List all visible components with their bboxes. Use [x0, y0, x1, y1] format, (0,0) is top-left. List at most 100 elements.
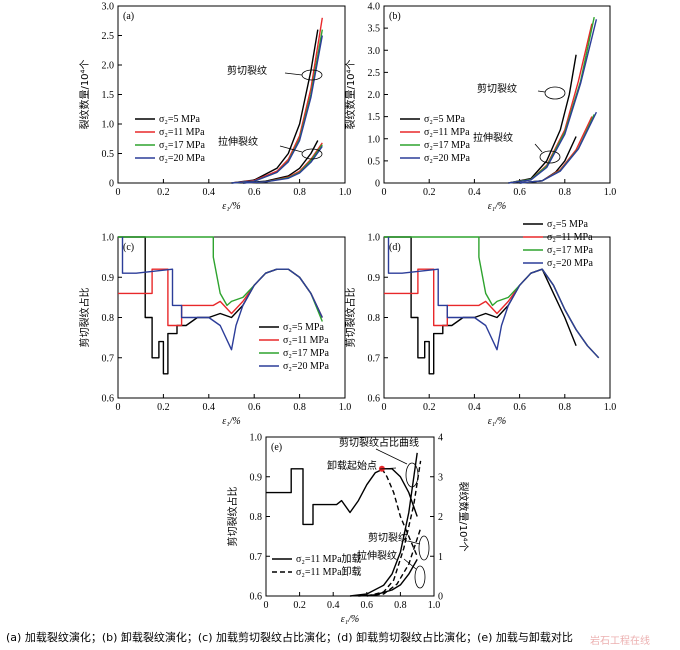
x-tick-label: 0.6: [513, 402, 526, 413]
annotation-marker: [301, 148, 323, 160]
x-tick-label: 0: [264, 600, 269, 611]
chart-panel-b: 0 0.2 0.4 0.6 0.8 1.0 0 0.5 1.0 1.5 2.0 2.5 3.0 3.5 4.…: [344, 2, 616, 213]
annotation-marker: [379, 467, 397, 470]
series-line: [366, 528, 422, 597]
series-line: [387, 237, 600, 359]
y-tick-label: 2.5: [368, 68, 381, 79]
y-tick-label: 0.8: [250, 512, 263, 523]
annotation: 拉伸裂纹: [473, 131, 513, 144]
x-tick-label: 0.2: [423, 402, 436, 413]
legend-entry: σ₂=20 MPa: [283, 361, 329, 372]
x-tick-label: 0.8: [293, 402, 306, 413]
x-tick-label: 0: [382, 187, 387, 198]
series-line: [266, 468, 418, 526]
legend-entry: σ₂=17 MPa: [547, 245, 593, 256]
y-tick-label: 2.0: [102, 61, 115, 72]
annotation-marker: [403, 558, 417, 570]
annotation-marker: [537, 90, 546, 93]
y-right-tick-label: 0: [438, 592, 443, 603]
legend-entry: σ₂=20 MPa: [159, 153, 205, 164]
legend-entry: σ₂=5 MPa: [424, 114, 465, 125]
legend-entry: σ₂=17 MPa: [159, 140, 205, 151]
x-tick-label: 1.0: [339, 187, 352, 198]
series-line: [508, 54, 577, 184]
y-tick-label: 0.9: [102, 273, 115, 284]
x-tick-label: 0.6: [361, 600, 374, 611]
x-axis-label: ε₁/%: [222, 201, 241, 212]
series-line: [118, 236, 323, 322]
x-tick-label: 0: [382, 402, 387, 413]
y-tick-label: 1.0: [250, 433, 263, 444]
series-line: [349, 452, 418, 597]
legend-entry: σ₂=5 MPa: [283, 322, 324, 333]
x-tick-label: 0.6: [248, 187, 261, 198]
x-tick-label: 0.4: [203, 402, 216, 413]
legend-entry: σ₂=11 MPa: [424, 127, 470, 138]
annotation: 卸载起始点: [327, 459, 377, 472]
annotation-marker: [534, 143, 543, 153]
x-tick-label: 1.0: [604, 402, 617, 413]
y-tick-label: 0.6: [102, 394, 115, 405]
series-line: [381, 468, 418, 557]
x-axis-label: ε₁/%: [488, 201, 507, 212]
y-tick-label: 0: [375, 179, 380, 190]
y-tick-label: 3.0: [102, 2, 115, 13]
x-tick-label: 1.0: [604, 187, 617, 198]
y-axis-label: 裂纹数量/10⁴个: [344, 59, 357, 129]
annotation-marker: [414, 565, 426, 589]
y-tick-label: 0: [109, 179, 114, 190]
x-tick-label: 0.2: [157, 402, 170, 413]
y-tick-label: 3.5: [368, 24, 381, 35]
annotation-marker: [544, 86, 566, 100]
y-tick-label: 1.0: [102, 120, 115, 131]
panel-label: (a): [123, 11, 134, 22]
x-tick-label: 0.4: [468, 187, 481, 198]
chart-panel-e: 0 0.2 0.4 0.6 0.8 1.00.60.70.80.91.001234ε₁/%…: [226, 433, 470, 626]
y-axis-label: 剪切裂纹占比: [344, 288, 357, 348]
legend-entry: σ₂=11 MPa: [159, 127, 205, 138]
y-right-tick-label: 3: [438, 472, 443, 483]
y-tick-label: 0.9: [368, 273, 381, 284]
panel-label: (e): [271, 442, 282, 453]
y-tick-label: 1.0: [102, 233, 115, 244]
series-line: [231, 29, 319, 184]
y-tick-label: 0.6: [368, 394, 381, 405]
annotation-marker: [375, 448, 408, 465]
figure-caption: (a) 加载裂纹演化；(b) 卸载裂纹演化；(c) 加载剪切裂纹占比演化；(d)…: [6, 631, 573, 644]
series-line: [508, 19, 598, 184]
y-right-tick-label: 2: [438, 512, 443, 523]
y-tick-label: 1.5: [102, 90, 115, 101]
annotation: 剪切裂纹: [227, 64, 267, 77]
annotation-marker: [279, 145, 303, 153]
legend-entry: σ₂=11 MPa: [547, 232, 593, 243]
legend-entry: σ₂=11 MPa: [283, 335, 329, 346]
chart-panel-d: 0 0.2 0.4 0.6 0.8 1.0 0.6 0.7 0.8 0.9 1.0 ε₁/% 剪切裂纹占…: [344, 219, 616, 427]
series-line: [358, 559, 418, 597]
legend-entry: σ₂=20 MPa: [547, 258, 593, 269]
series-line: [366, 460, 422, 597]
y-tick-label: 0.8: [368, 313, 381, 324]
y-tick-label: 0.5: [102, 149, 115, 160]
series-line: [231, 35, 323, 184]
legend-entry: σ₂=11 MPa卸载: [296, 565, 362, 578]
y-tick-label: 0.8: [102, 313, 115, 324]
x-tick-label: 0.6: [248, 402, 261, 413]
x-tick-label: 1.0: [428, 600, 441, 611]
x-tick-label: 0.4: [327, 600, 340, 611]
y-right-tick-label: 1: [438, 552, 443, 563]
annotation: 拉伸裂纹: [218, 135, 258, 148]
panel-label: (d): [389, 242, 401, 253]
annotation: 拉伸裂纹: [357, 549, 397, 562]
y-tick-label: 1.0: [368, 134, 381, 145]
legend-entry: σ₂=5 MPa: [547, 219, 588, 230]
x-tick-label: 0: [116, 402, 121, 413]
y-right-tick-label: 4: [438, 433, 443, 444]
y-axis-label: 裂纹数量/10⁴个: [78, 59, 91, 129]
y-tick-label: 3.0: [368, 46, 381, 57]
panel-label: (b): [389, 11, 401, 22]
y-tick-label: 0.5: [368, 156, 381, 167]
legend-entry: σ₂=20 MPa: [424, 153, 470, 164]
y-tick-label: 0.7: [102, 353, 115, 364]
y-axis-label: 剪切裂纹占比: [226, 487, 239, 547]
